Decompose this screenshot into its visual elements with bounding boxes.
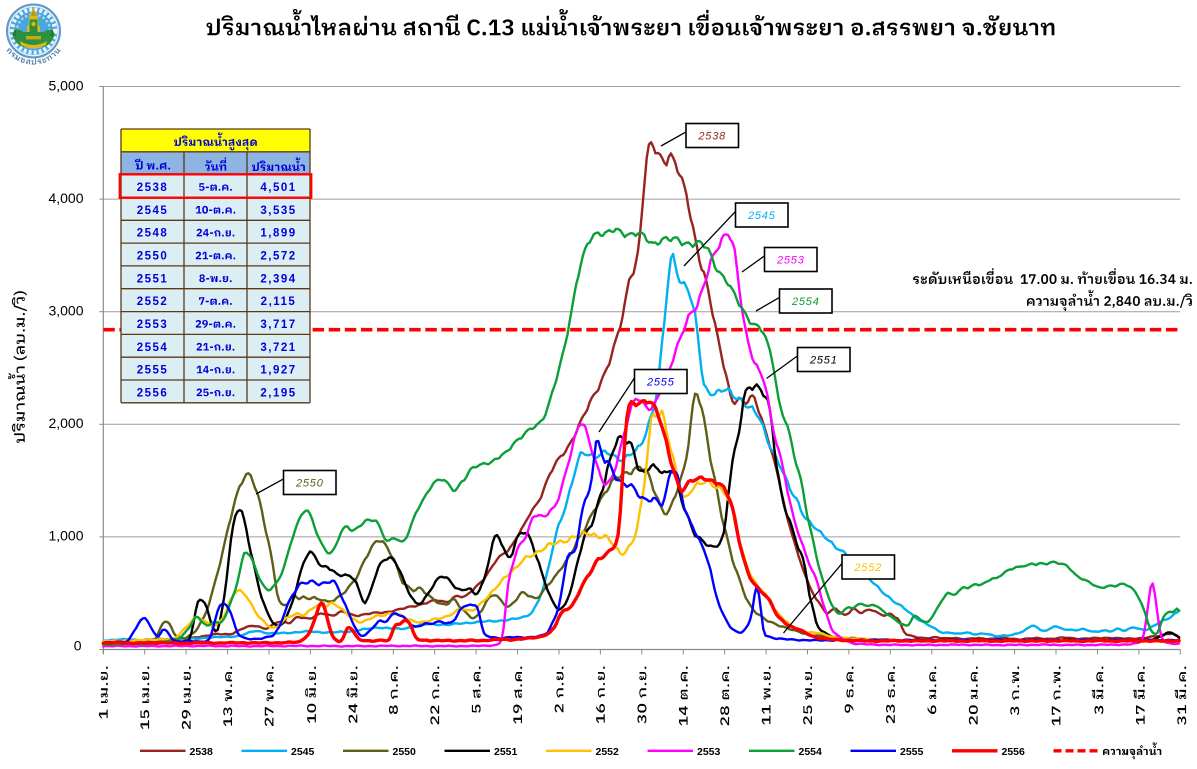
svg-text:2550: 2550: [295, 478, 324, 490]
svg-text:2555: 2555: [900, 746, 924, 758]
svg-text:2554: 2554: [791, 296, 820, 308]
svg-text:2551: 2551: [809, 355, 838, 367]
svg-text:2552: 2552: [596, 746, 620, 758]
svg-text:2556: 2556: [1002, 746, 1026, 758]
svg-text:2550: 2550: [393, 746, 417, 758]
svg-text:4,000: 4,000: [48, 190, 83, 206]
svg-text:2554: 2554: [137, 342, 169, 354]
svg-text:2538: 2538: [697, 131, 726, 143]
svg-text:2554: 2554: [799, 746, 823, 758]
svg-text:3,000: 3,000: [48, 303, 83, 319]
svg-text:3,535: 3,535: [260, 205, 296, 217]
svg-text:2551: 2551: [137, 273, 169, 285]
svg-text:2,195: 2,195: [260, 387, 296, 399]
svg-text:2550: 2550: [137, 251, 169, 263]
svg-text:5,000: 5,000: [48, 77, 83, 93]
svg-text:2538: 2538: [190, 746, 214, 758]
svg-text:1,927: 1,927: [260, 365, 296, 377]
svg-text:2555: 2555: [646, 377, 675, 389]
svg-text:1,899: 1,899: [260, 228, 296, 240]
svg-text:2545: 2545: [291, 746, 315, 758]
svg-text:2551: 2551: [494, 746, 518, 758]
svg-text:2553: 2553: [697, 746, 721, 758]
svg-text:2545: 2545: [747, 210, 776, 222]
svg-text:2552: 2552: [137, 296, 169, 308]
svg-text:1,000: 1,000: [48, 528, 83, 544]
svg-text:2545: 2545: [137, 205, 169, 217]
svg-text:2552: 2552: [853, 562, 882, 574]
svg-text:2,394: 2,394: [260, 273, 296, 285]
svg-text:2553: 2553: [776, 255, 805, 267]
svg-text:3,717: 3,717: [260, 319, 296, 331]
svg-text:2548: 2548: [137, 228, 169, 240]
svg-text:2556: 2556: [137, 387, 169, 399]
svg-text:2538: 2538: [137, 182, 169, 194]
svg-text:2,572: 2,572: [260, 251, 296, 263]
svg-text:2553: 2553: [137, 319, 169, 331]
svg-text:0: 0: [74, 637, 82, 653]
svg-text:2,115: 2,115: [261, 296, 297, 308]
svg-text:4,501: 4,501: [260, 182, 296, 194]
svg-text:2555: 2555: [137, 365, 169, 377]
svg-text:2,000: 2,000: [48, 415, 83, 431]
svg-text:3,721: 3,721: [260, 342, 296, 354]
